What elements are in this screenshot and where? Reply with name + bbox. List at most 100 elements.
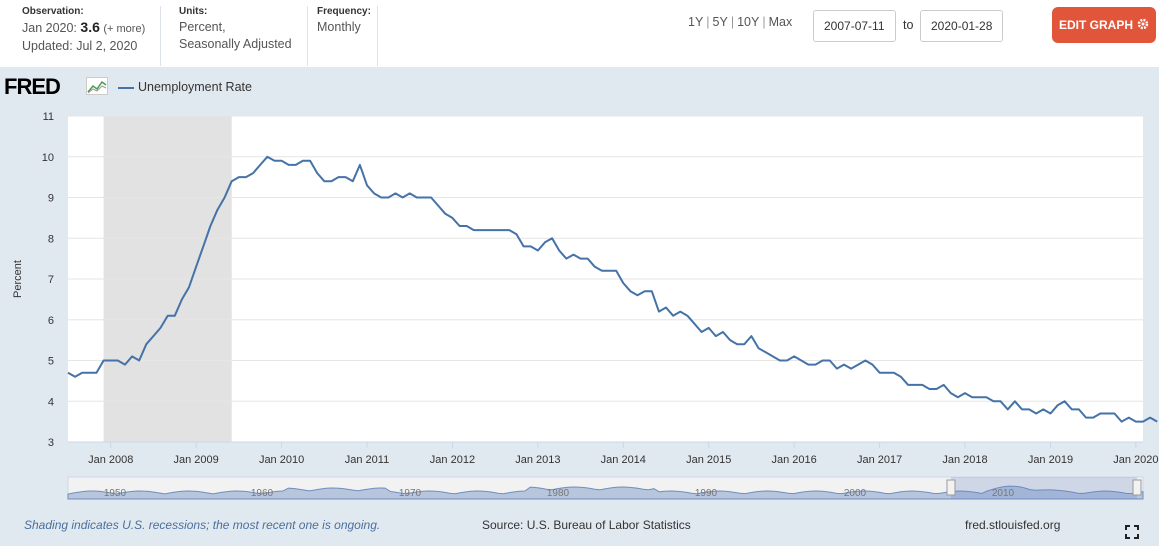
- data-point: [501, 229, 503, 231]
- data-point: [202, 245, 204, 247]
- data-point: [907, 384, 909, 386]
- edit-graph-button[interactable]: EDIT GRAPH: [1052, 7, 1156, 43]
- data-point: [522, 245, 524, 247]
- data-point: [352, 180, 354, 182]
- data-point: [950, 392, 952, 394]
- data-point: [886, 372, 888, 374]
- range-5y[interactable]: 5Y: [712, 15, 728, 29]
- data-point: [1092, 416, 1094, 418]
- range-max[interactable]: Max: [768, 15, 793, 29]
- data-point: [914, 384, 916, 386]
- y-tick-label: 6: [48, 315, 54, 327]
- data-point: [729, 339, 731, 341]
- data-point: [722, 331, 724, 333]
- data-point: [216, 209, 218, 211]
- to-label: to: [903, 18, 914, 32]
- legend-label: Unemployment Rate: [138, 80, 252, 94]
- data-point: [1014, 400, 1016, 402]
- data-point: [551, 237, 553, 239]
- data-point: [658, 310, 660, 312]
- data-point: [174, 315, 176, 317]
- data-point: [401, 196, 403, 198]
- y-tick-label: 10: [42, 152, 54, 164]
- data-point: [117, 359, 119, 361]
- data-point: [615, 270, 617, 272]
- data-point: [750, 335, 752, 337]
- fred-logo[interactable]: FRED: [4, 74, 61, 99]
- data-point: [921, 384, 923, 386]
- data-point: [843, 363, 845, 365]
- data-point: [231, 180, 233, 182]
- data-point: [273, 160, 275, 162]
- x-tick-label: Jan 2018: [942, 454, 987, 466]
- data-point: [1042, 408, 1044, 410]
- x-tick-label: Jan 2015: [686, 454, 731, 466]
- data-point: [793, 355, 795, 357]
- observation-more-link[interactable]: (+ more): [103, 23, 146, 35]
- navigator-handle-right[interactable]: [1132, 479, 1142, 496]
- fullscreen-icon[interactable]: [1125, 525, 1139, 544]
- data-point: [686, 315, 688, 317]
- data-point: [1021, 408, 1023, 410]
- data-point: [900, 376, 902, 378]
- data-point: [708, 327, 710, 329]
- data-point: [999, 400, 1001, 402]
- data-point: [430, 196, 432, 198]
- data-point: [558, 249, 560, 251]
- data-point: [423, 196, 425, 198]
- range-10y[interactable]: 10Y: [737, 15, 760, 29]
- data-point: [629, 290, 631, 292]
- data-point: [337, 176, 339, 178]
- navigator-selection[interactable]: [951, 477, 1137, 499]
- data-point: [444, 213, 446, 215]
- data-point: [1064, 400, 1066, 402]
- data-point: [88, 372, 90, 374]
- start-date-input[interactable]: 2007-07-11: [813, 10, 896, 42]
- data-point: [494, 229, 496, 231]
- data-point: [1135, 420, 1137, 422]
- fred-url[interactable]: fred.stlouisfed.org: [965, 518, 1061, 532]
- data-point: [672, 315, 674, 317]
- recession-note: Shading indicates U.S. recessions; the m…: [24, 518, 381, 532]
- end-date-input[interactable]: 2020-01-28: [920, 10, 1003, 42]
- navigator-handle-left[interactable]: [946, 479, 956, 496]
- data-point: [74, 376, 76, 378]
- data-point: [466, 225, 468, 227]
- x-tick-label: Jan 2020: [1113, 454, 1158, 466]
- data-point: [579, 257, 581, 259]
- data-point: [992, 400, 994, 402]
- data-point: [138, 359, 140, 361]
- data-point: [238, 176, 240, 178]
- x-tick-label: Jan 2011: [345, 454, 389, 466]
- x-tick-label: Jan 2019: [1028, 454, 1073, 466]
- observation-block: Observation: Jan 2020: 3.6 (+ more) Upda…: [0, 6, 161, 66]
- data-point: [394, 192, 396, 194]
- data-point: [110, 359, 112, 361]
- observation-value-line: Jan 2020: 3.6 (+ more): [22, 19, 160, 38]
- units-label: Units:: [179, 6, 208, 17]
- data-point: [487, 229, 489, 231]
- data-point: [124, 363, 126, 365]
- data-point: [800, 359, 802, 361]
- data-point: [181, 298, 183, 300]
- data-point: [1156, 420, 1158, 422]
- data-point: [473, 229, 475, 231]
- data-point: [779, 359, 781, 361]
- data-point: [864, 359, 866, 361]
- data-point: [1049, 412, 1051, 414]
- data-point: [380, 196, 382, 198]
- navigator-label: 1960: [251, 488, 274, 499]
- data-point: [601, 270, 603, 272]
- data-point: [95, 372, 97, 374]
- data-point: [978, 396, 980, 398]
- x-tick-label: Jan 2009: [174, 454, 219, 466]
- data-point: [344, 176, 346, 178]
- data-point: [594, 266, 596, 268]
- data-point: [323, 180, 325, 182]
- range-selector: 1Y | 5Y | 10Y | Max: [688, 15, 793, 29]
- data-point: [387, 196, 389, 198]
- chart-svg[interactable]: 3 4 5 6 7 8 9 10 11 Percent Jan 2008 Jan 2009 Jan 20…: [0, 100, 1159, 510]
- data-point: [295, 164, 297, 166]
- range-1y[interactable]: 1Y: [688, 15, 704, 29]
- data-point: [1028, 408, 1030, 410]
